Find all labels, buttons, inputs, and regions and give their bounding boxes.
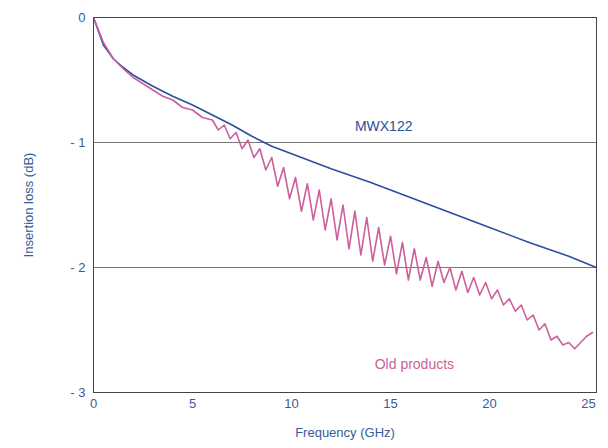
svg-text:- 2: - 2 [70,260,85,275]
svg-text:MWX122: MWX122 [355,118,413,134]
svg-text:- 1: - 1 [70,135,85,150]
svg-text:Old products: Old products [375,356,454,372]
svg-text:20: 20 [482,396,496,411]
svg-text:5: 5 [189,396,196,411]
svg-text:25: 25 [581,396,595,411]
svg-text:Frequency (GHz): Frequency (GHz) [295,425,395,440]
svg-text:0: 0 [90,396,97,411]
svg-text:10: 10 [284,396,298,411]
svg-text:15: 15 [383,396,397,411]
svg-text:Insertion loss (dB): Insertion loss (dB) [21,153,36,258]
svg-text:0: 0 [78,10,85,25]
svg-text:- 3: - 3 [70,385,85,400]
